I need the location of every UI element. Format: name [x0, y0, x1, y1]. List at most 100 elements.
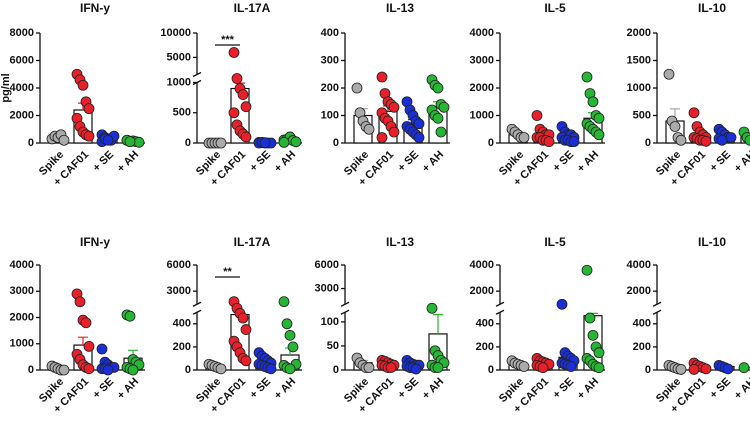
data-point — [83, 103, 95, 115]
data-point — [432, 362, 444, 373]
category-label: + SE — [248, 376, 274, 402]
data-point — [237, 312, 249, 324]
axis-break — [340, 309, 350, 315]
data-point — [133, 136, 145, 148]
data-point — [385, 362, 397, 373]
data-point — [58, 134, 70, 146]
data-point — [438, 101, 450, 113]
data-point — [593, 362, 605, 374]
y-tick-label: 3000 — [470, 54, 494, 66]
data-point — [435, 126, 447, 138]
y-tick-label: 200 — [321, 82, 339, 94]
data-point — [432, 82, 444, 94]
data-point — [518, 361, 530, 372]
data-point — [259, 137, 271, 149]
panel-title: IL-10 — [698, 235, 726, 249]
y-axis-label: pg/ml — [0, 73, 12, 102]
data-point — [587, 329, 599, 341]
data-point — [240, 101, 252, 113]
y-tick-label: 10000 — [160, 27, 191, 39]
data-point — [127, 364, 139, 376]
data-point — [215, 363, 227, 375]
y-tick-label: 0 — [645, 364, 651, 376]
y-tick-label: 200 — [476, 341, 494, 353]
data-point — [593, 112, 605, 124]
axis-break — [652, 309, 662, 315]
data-point — [537, 362, 549, 374]
y-tick-label: 0 — [488, 364, 494, 376]
y-tick-label: 2000 — [627, 285, 651, 297]
y-tick-label: 3000 — [10, 285, 34, 297]
y-tick-label: 100 — [321, 316, 339, 328]
y-tick-label: 1000 — [167, 76, 191, 88]
category-label: + SE — [248, 149, 274, 175]
y-tick-label: 6000 — [10, 54, 34, 66]
category-label: + SE — [396, 149, 422, 175]
category-label: + SE — [91, 376, 117, 402]
y-tick-label: 3000 — [315, 282, 339, 294]
data-point — [77, 79, 89, 91]
y-tick-label: 2000 — [470, 285, 494, 297]
y-tick-label: 1500 — [627, 54, 651, 66]
category-label: + SE — [708, 376, 734, 402]
category-label: + SE — [551, 376, 577, 402]
y-tick-label: 300 — [321, 54, 339, 66]
data-point — [240, 131, 252, 143]
data-point — [102, 364, 114, 376]
data-point — [83, 340, 95, 352]
category-label: + SE — [91, 149, 117, 175]
data-point — [669, 121, 681, 132]
axis-break — [495, 301, 505, 307]
data-point — [290, 136, 302, 148]
panel-title: IFN-y — [80, 1, 110, 15]
data-point — [240, 324, 252, 335]
panel-title: IL-17A — [234, 235, 271, 249]
data-point — [124, 310, 136, 322]
category-label: + AH — [732, 376, 750, 402]
y-tick-label: 0 — [28, 364, 34, 376]
category-label: + AH — [575, 376, 601, 402]
data-point — [725, 132, 737, 143]
data-point — [363, 123, 375, 135]
data-point — [722, 363, 734, 375]
category-label: + AH — [272, 149, 298, 175]
data-point — [675, 364, 687, 375]
data-point — [376, 132, 388, 143]
axis-break — [652, 301, 662, 307]
data-point — [432, 112, 444, 124]
data-point — [240, 355, 252, 367]
significance-label: ** — [223, 266, 232, 278]
data-point — [556, 298, 568, 310]
data-point — [83, 363, 95, 375]
y-tick-label: 200 — [633, 341, 651, 353]
data-point — [287, 341, 299, 353]
axis-break — [495, 309, 505, 315]
data-point — [74, 296, 86, 308]
y-tick-label: 100 — [321, 109, 339, 121]
data-point — [413, 118, 425, 130]
y-tick-label: 4000 — [10, 82, 34, 94]
data-point — [228, 107, 240, 119]
y-tick-label: 0 — [185, 364, 191, 376]
y-tick-label: 4000 — [627, 259, 651, 271]
data-point — [581, 264, 593, 276]
data-point — [700, 363, 712, 375]
category-label: + AH — [575, 149, 601, 175]
category-label: + AH — [115, 149, 141, 175]
panel-title: IFN-y — [80, 235, 110, 249]
category-label: + SE — [708, 149, 734, 175]
data-point — [278, 296, 290, 308]
data-point — [716, 134, 728, 146]
y-tick-label: 1000 — [470, 109, 494, 121]
data-point — [351, 82, 363, 94]
category-label: + AH — [272, 376, 298, 402]
y-tick-label: 0 — [488, 137, 494, 149]
data-point — [518, 132, 530, 143]
y-tick-label: 1000 — [627, 82, 651, 94]
y-tick-label: 500 — [173, 107, 191, 119]
y-tick-label: 500 — [633, 109, 651, 121]
error-bar — [78, 336, 88, 346]
data-point — [565, 361, 577, 372]
y-tick-label: 0 — [185, 137, 191, 149]
data-point — [58, 364, 70, 376]
